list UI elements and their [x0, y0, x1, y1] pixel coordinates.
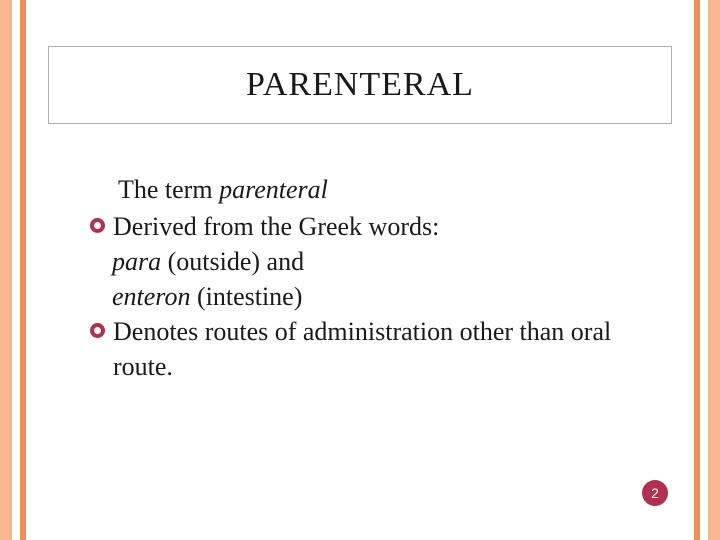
slide-title: PARENTERAL [246, 66, 474, 104]
bullet-item: Derived from the Greek words: [90, 209, 630, 244]
sub-gloss: (outside) and [161, 247, 304, 276]
stripe-outer [0, 0, 12, 540]
intro-term: parenteral [219, 175, 328, 204]
ring-bullet-icon [90, 323, 105, 338]
left-stripes [0, 0, 26, 540]
ring-bullet-icon [90, 218, 105, 233]
page-number-badge: 2 [642, 480, 668, 506]
page-number: 2 [651, 485, 659, 501]
bullet-text: Derived from the Greek words: [113, 209, 630, 244]
bullet-text: Denotes routes of administration other t… [113, 314, 630, 384]
right-stripes [694, 0, 720, 540]
stripe-gap [700, 0, 708, 540]
stripe-inner [20, 0, 26, 540]
sub-line: enteron (intestine) [112, 279, 630, 314]
sub-word: enteron [112, 282, 190, 311]
content-area: The term parenteral Derived from the Gre… [90, 172, 630, 385]
title-box: PARENTERAL [48, 46, 672, 124]
stripe-outer [708, 0, 720, 540]
sub-gloss: (intestine) [190, 282, 302, 311]
sub-word: para [112, 247, 161, 276]
bullet-item: Denotes routes of administration other t… [90, 314, 630, 384]
sub-line: para (outside) and [112, 244, 630, 279]
stripe-gap [12, 0, 20, 540]
intro-prefix: The term [118, 175, 219, 204]
intro-line: The term parenteral [118, 172, 630, 207]
